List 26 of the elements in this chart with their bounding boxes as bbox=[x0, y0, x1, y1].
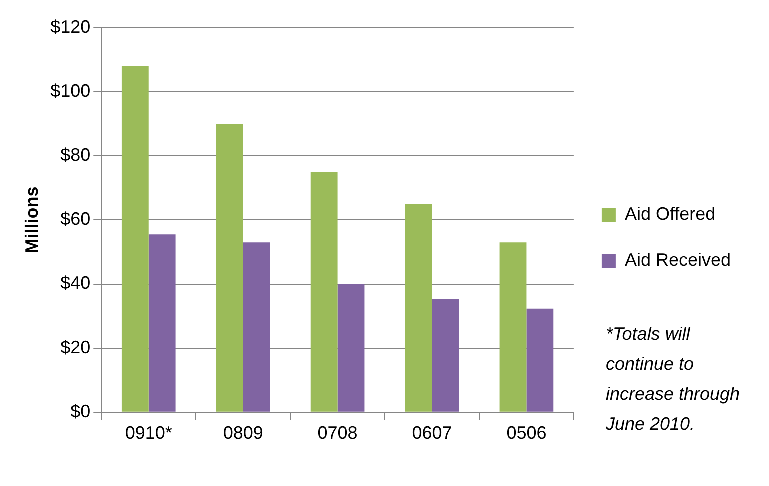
y-axis-title: Millions bbox=[22, 186, 42, 254]
x-tick-label: 0809 bbox=[223, 423, 264, 444]
y-tick-label: $60 bbox=[60, 209, 91, 230]
x-tick-label: 0607 bbox=[412, 423, 452, 444]
bar bbox=[122, 66, 149, 412]
bar bbox=[526, 308, 554, 412]
y-tick-label: $20 bbox=[60, 337, 91, 358]
bar bbox=[148, 234, 176, 412]
bar bbox=[405, 204, 432, 412]
bar bbox=[216, 124, 244, 412]
y-tick-label: $120 bbox=[50, 16, 91, 37]
legend-label: Aid Received bbox=[624, 250, 732, 270]
x-tick-label: 0708 bbox=[318, 423, 358, 444]
y-tick-label: $100 bbox=[50, 81, 91, 102]
legend-label: Aid Offered bbox=[624, 204, 716, 224]
x-tick-label: 0506 bbox=[506, 423, 547, 444]
y-tick-label: $80 bbox=[60, 145, 91, 166]
bar bbox=[500, 242, 527, 412]
bar bbox=[310, 172, 338, 412]
bar bbox=[432, 299, 460, 412]
bar bbox=[243, 242, 270, 412]
x-tick-label: 0910* bbox=[125, 423, 172, 444]
text: *Totals will continue to increase through June 2010. bbox=[604, 324, 740, 434]
y-tick-label: $40 bbox=[60, 273, 91, 294]
bar bbox=[338, 284, 365, 412]
y-tick-label: $0 bbox=[70, 401, 91, 422]
